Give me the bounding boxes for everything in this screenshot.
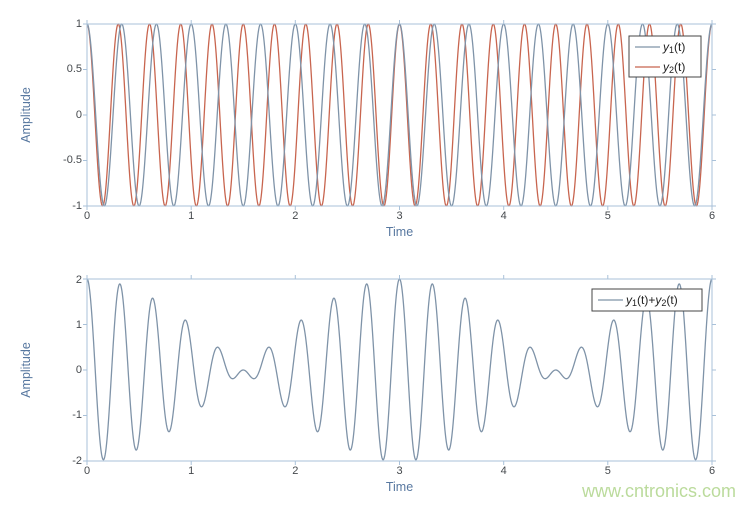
svg-text:-0.5: -0.5 — [63, 154, 82, 166]
svg-text:y2(t): y2(t) — [662, 60, 685, 75]
svg-text:5: 5 — [605, 210, 611, 222]
svg-text:6: 6 — [709, 210, 715, 222]
svg-text:0: 0 — [76, 364, 82, 376]
svg-text:2: 2 — [292, 210, 298, 222]
svg-text:y1(t): y1(t) — [662, 40, 685, 55]
svg-text:1: 1 — [76, 319, 82, 331]
svg-text:0: 0 — [84, 210, 90, 222]
svg-text:3: 3 — [396, 210, 402, 222]
svg-text:Amplitude: Amplitude — [19, 342, 33, 398]
svg-text:6: 6 — [709, 465, 715, 477]
svg-text:4: 4 — [501, 210, 507, 222]
svg-text:1: 1 — [188, 465, 194, 477]
svg-text:-1: -1 — [72, 200, 82, 212]
svg-text:0: 0 — [84, 465, 90, 477]
svg-text:-2: -2 — [72, 455, 82, 467]
svg-text:Amplitude: Amplitude — [19, 87, 33, 143]
svg-text:2: 2 — [76, 274, 82, 286]
svg-text:5: 5 — [605, 465, 611, 477]
svg-text:4: 4 — [501, 465, 507, 477]
svg-text:1: 1 — [188, 210, 194, 222]
svg-text:3: 3 — [396, 465, 402, 477]
svg-text:www.cntronics.com: www.cntronics.com — [581, 481, 736, 501]
svg-text:2: 2 — [292, 465, 298, 477]
svg-text:0: 0 — [76, 109, 82, 121]
svg-text:-1: -1 — [72, 409, 82, 421]
svg-text:Time: Time — [386, 480, 413, 494]
svg-text:Time: Time — [386, 225, 413, 239]
svg-text:0.5: 0.5 — [67, 63, 82, 75]
svg-text:1: 1 — [76, 18, 82, 30]
